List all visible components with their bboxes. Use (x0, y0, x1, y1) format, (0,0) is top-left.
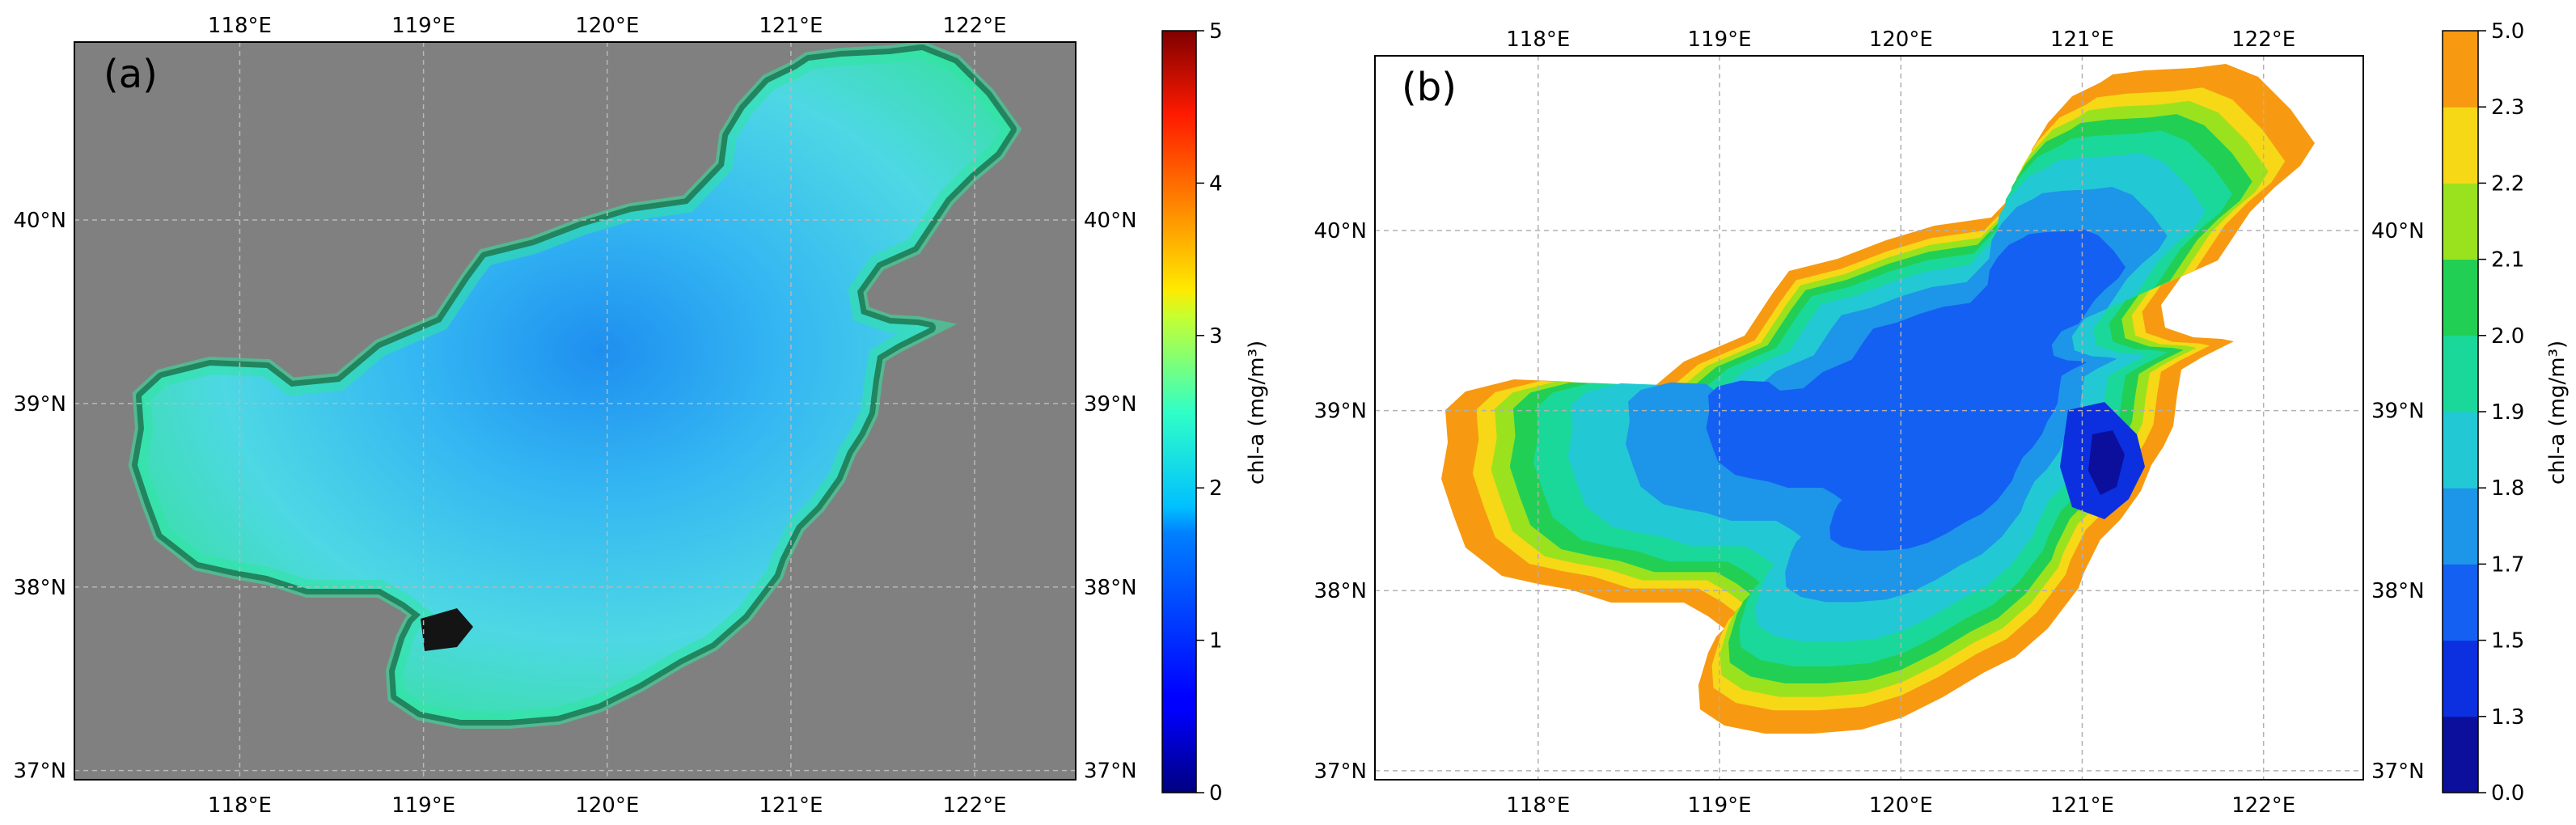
colorbar-a-tick-label: 4 (1209, 171, 1223, 196)
panel-a-map (74, 42, 1076, 780)
panel-b-ticks: 118°E 118°E 119°E 119°E 120°E 120°E 121°E 121°E… (1313, 28, 2424, 818)
colorbar-b-tick-label: 1.5 (2491, 629, 2524, 654)
panel-b-frame (1374, 55, 2364, 781)
colorbar-a-tick-label: 2 (1209, 476, 1223, 501)
lon-tick-label-bottom: 120°E (575, 793, 639, 818)
colorbar-a-bar (1161, 30, 1197, 793)
lon-tick-label-top: 120°E (575, 14, 639, 38)
lon-tick-label-bottom: 119°E (391, 793, 455, 818)
lat-tick-label-left: 37°N (13, 759, 66, 784)
colorbar-a-tick-label: 5 (1209, 19, 1223, 44)
lat-tick-label-left: 37°N (1313, 759, 1367, 784)
lat-tick-label-right: 39°N (2371, 400, 2425, 424)
colorbar-b-tick-label: 5.0 (2491, 19, 2524, 44)
lon-tick-label-bottom: 122°E (943, 793, 1007, 818)
lon-tick-label-bottom: 121°E (759, 793, 823, 818)
lon-tick-label-top: 119°E (1687, 28, 1751, 52)
lat-tick-label-left: 40°N (13, 209, 66, 233)
lat-tick-label-left: 38°N (13, 576, 66, 600)
land-patch (421, 608, 473, 651)
lon-tick-label-bottom: 121°E (2050, 793, 2114, 818)
panel-b-map (1375, 56, 2363, 780)
lat-tick-label-right: 37°N (1084, 759, 1137, 784)
colorbar-a: 0 1 2 3 4 5 chl-a (mg/m³) (1161, 19, 1269, 806)
lon-tick-label-top: 120°E (1869, 28, 1933, 52)
lat-tick-label-right: 37°N (2371, 759, 2425, 784)
lon-tick-label-bottom: 120°E (1869, 793, 1933, 818)
lon-tick-label-bottom: 119°E (1687, 793, 1751, 818)
colorbar-b-segment (2443, 31, 2478, 108)
lon-tick-label-top: 122°E (2231, 28, 2295, 52)
colorbar-b-tick-label: 1.9 (2491, 400, 2524, 425)
panel-b-gridlines (1375, 56, 2363, 780)
colorbar-b-bar (2442, 30, 2479, 793)
lat-tick-label-left: 39°N (1313, 400, 1367, 424)
panel-a-frame (74, 41, 1077, 781)
lon-tick-label-top: 118°E (1506, 28, 1570, 52)
colorbar-b-segment (2443, 259, 2478, 336)
panel-b-label: (b) (1402, 65, 1457, 110)
colorbar-b-label: chl-a (mg/m³) (2545, 341, 2570, 484)
lat-tick-label-left: 39°N (13, 392, 66, 417)
lat-tick-label-right: 40°N (1084, 209, 1137, 233)
colorbar-b-tick-label: 2.0 (2491, 324, 2524, 349)
lon-tick-label-top: 118°E (208, 14, 272, 38)
colorbar-b-tick-label: 1.8 (2491, 476, 2524, 501)
lat-tick-label-right: 38°N (1084, 576, 1137, 600)
lat-tick-label-right: 39°N (1084, 392, 1137, 417)
panel-a-label: (a) (104, 52, 158, 97)
panel-a: (a) 118°E118°E119°E119°E120°E120°E121°E1… (13, 14, 1136, 818)
lat-tick-label-right: 40°N (2371, 219, 2425, 243)
panel-b: (b) 118°E118°E119°E119°E120°E120°E121°E1… (1313, 28, 2424, 818)
colorbar-b-tick-label: 2.2 (2491, 171, 2524, 196)
colorbar-b-segment (2443, 335, 2478, 412)
lon-tick-label-top: 121°E (759, 14, 823, 38)
lon-tick-label-bottom: 118°E (208, 793, 272, 818)
colorbar-a-tick-label: 0 (1209, 781, 1223, 806)
colorbar-b-segment (2443, 488, 2478, 565)
colorbar-b-tick-label: 0.0 (2491, 781, 2524, 806)
lon-tick-label-bottom: 122°E (2231, 793, 2295, 818)
colorbar-b-segment (2443, 107, 2478, 184)
lon-tick-label-top: 121°E (2050, 28, 2114, 52)
colorbar-a-ticks: 0 1 2 3 4 5 (1196, 19, 1223, 806)
colorbar-a-tick-label: 1 (1209, 629, 1223, 654)
colorbar-b-segment (2443, 183, 2478, 260)
colorbar-b-tick-label: 2.1 (2491, 248, 2524, 273)
colorbar-b-segment (2443, 564, 2478, 641)
panel-a-ticks: 118°E 118°E 119°E 119°E 120°E 120°E 121°E 121°E… (13, 14, 1136, 818)
lon-tick-label-top: 119°E (391, 14, 455, 38)
colorbar-b: 0.0 1.3 1.5 1.7 1.8 1.9 2.0 2.1 2.2 2.3 5.0 chl-a … (2442, 19, 2570, 806)
deepest-zone (2088, 430, 2125, 495)
colorbar-b-segment (2443, 412, 2478, 489)
colorbar-a-label: chl-a (mg/m³) (1245, 341, 1269, 484)
panel-a-gridlines (74, 42, 1076, 780)
lon-tick-label-top: 122°E (943, 14, 1007, 38)
lat-tick-label-right: 38°N (2371, 579, 2425, 603)
lat-tick-label-left: 38°N (1313, 579, 1367, 603)
colorbar-b-segment (2443, 640, 2478, 717)
colorbar-b-ticks: 0.0 1.3 1.5 1.7 1.8 1.9 2.0 2.1 2.2 2.3 5.0 (2478, 19, 2524, 806)
lon-tick-label-bottom: 118°E (1506, 793, 1570, 818)
colorbar-b-tick-label: 1.7 (2491, 552, 2524, 577)
colorbar-a-tick-label: 3 (1209, 324, 1223, 349)
lat-tick-label-left: 40°N (1313, 219, 1367, 243)
colorbar-b-tick-label: 1.3 (2491, 705, 2524, 730)
colorbar-b-tick-label: 2.3 (2491, 95, 2524, 120)
colorbar-b-segment (2443, 716, 2478, 793)
